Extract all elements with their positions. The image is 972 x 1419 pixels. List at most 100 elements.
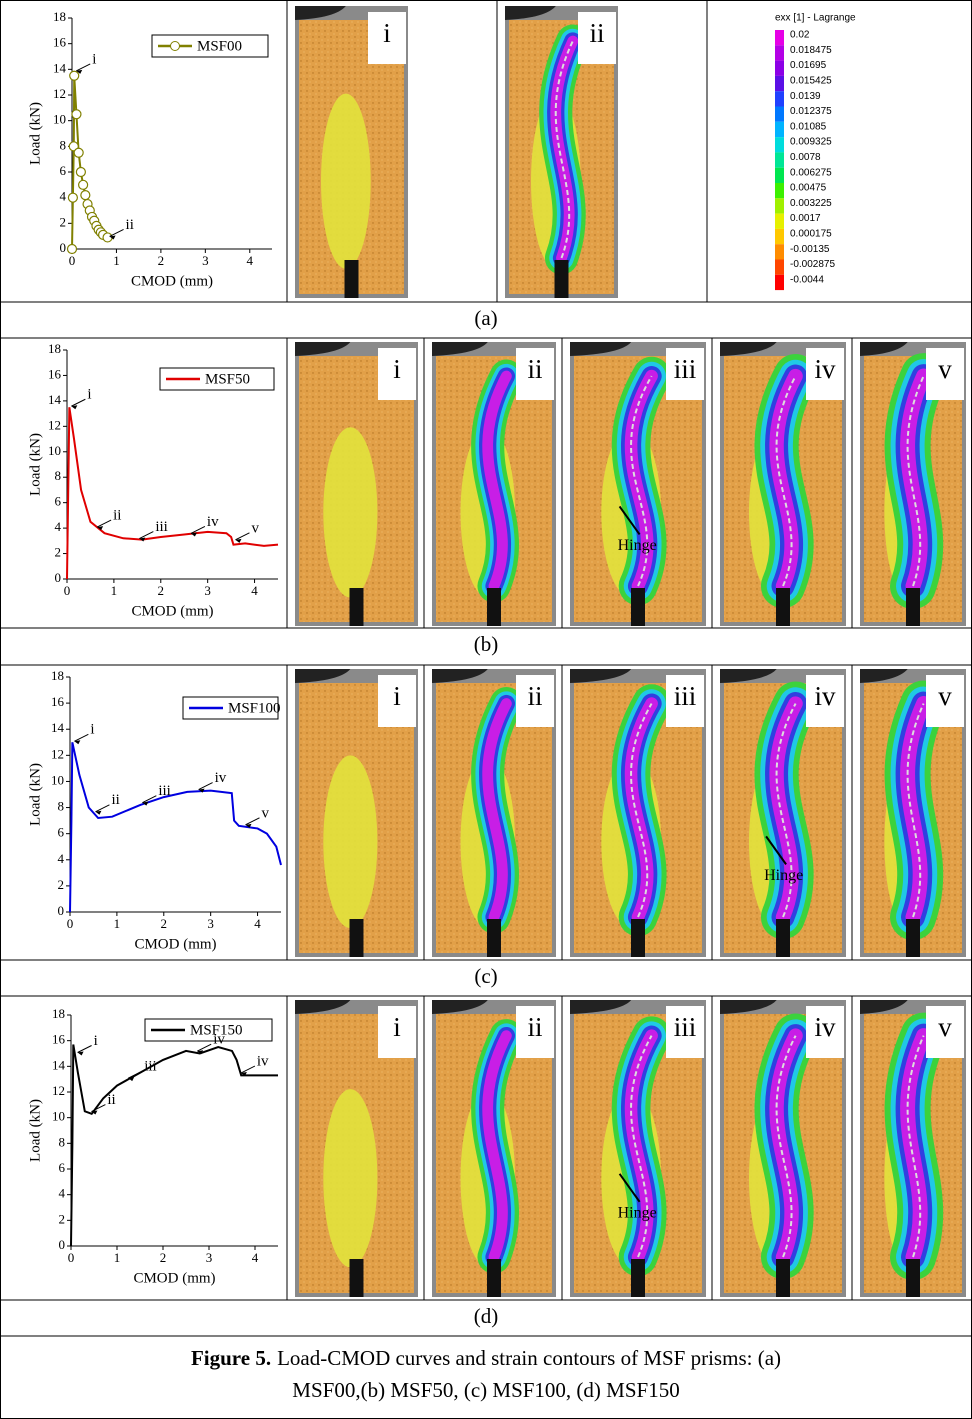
data-point xyxy=(78,179,89,190)
y-tick-label: 8 xyxy=(59,1134,66,1149)
arrow-head xyxy=(77,1051,84,1056)
notch xyxy=(349,588,364,626)
annotation-label: ii xyxy=(113,508,121,524)
x-tick-label: 4 xyxy=(247,253,254,268)
x-axis-title: CMOD (mm) xyxy=(131,273,213,289)
y-tick-label: 6 xyxy=(59,1160,66,1175)
y-tick-label: 14 xyxy=(52,1057,66,1072)
top-edge xyxy=(720,342,777,356)
notch xyxy=(631,919,645,957)
image-label: ii xyxy=(527,1012,542,1042)
label-box xyxy=(806,348,844,400)
arrow-head xyxy=(197,1050,204,1055)
strain-image: i xyxy=(295,342,418,626)
low-strain-zone xyxy=(323,1089,378,1268)
x-tick-label: 1 xyxy=(114,1250,121,1265)
label-box xyxy=(806,675,844,727)
y-tick-label: 16 xyxy=(53,35,67,50)
data-line xyxy=(70,1044,278,1247)
crack xyxy=(630,703,653,918)
label-box xyxy=(666,1006,704,1058)
y-tick-label: 4 xyxy=(58,851,65,866)
colorbar-swatch xyxy=(775,152,784,168)
y-axis-title: Load (kN) xyxy=(27,763,43,826)
y-tick-label: 16 xyxy=(52,1032,66,1047)
y-tick-label: 8 xyxy=(55,468,62,483)
notch xyxy=(631,1259,645,1297)
image-label: i xyxy=(383,18,391,48)
notch xyxy=(344,260,359,298)
image-label: i xyxy=(393,1012,401,1042)
strain-image: ii xyxy=(432,342,556,626)
data-point xyxy=(71,109,82,120)
annotation-arrow xyxy=(96,519,112,528)
annotation-label: i xyxy=(92,51,96,67)
x-tick-label: 4 xyxy=(254,916,261,931)
y-axis-title: Load (kN) xyxy=(27,102,43,165)
notch xyxy=(631,588,645,626)
colorbar-label: 0.02 xyxy=(790,30,810,41)
y-tick-label: 4 xyxy=(59,1186,66,1201)
colorbar-swatch xyxy=(775,45,784,61)
label-box xyxy=(666,348,704,400)
annotation-arrow xyxy=(77,1045,92,1053)
x-tick-label: 0 xyxy=(64,583,71,598)
notch xyxy=(349,1259,364,1297)
hinge-label: Hinge xyxy=(764,867,803,884)
caption-line: Figure 5. Load-CMOD curves and strain con… xyxy=(191,1346,781,1370)
y-tick-label: 18 xyxy=(53,9,66,24)
image-label: iii xyxy=(674,1012,697,1042)
y-tick-label: 2 xyxy=(59,1211,66,1226)
top-edge xyxy=(860,669,908,683)
crack xyxy=(906,375,925,587)
top-edge xyxy=(295,1000,351,1014)
colorbar-swatch xyxy=(775,244,784,260)
y-tick-label: 12 xyxy=(48,417,61,432)
arrow-head xyxy=(97,526,104,531)
data-point xyxy=(102,232,113,243)
data-line xyxy=(66,407,279,580)
colorbar-swatch xyxy=(775,198,784,214)
y-tick-label: 0 xyxy=(58,903,65,918)
strain-image: ii xyxy=(432,669,556,957)
x-tick-label: 4 xyxy=(251,583,258,598)
y-tick-label: 2 xyxy=(60,214,67,229)
y-tick-label: 4 xyxy=(60,189,67,204)
notch xyxy=(487,1259,501,1297)
colorbar-label: 0.0139 xyxy=(790,91,821,102)
image-label: i xyxy=(393,354,401,384)
arrow-head xyxy=(198,788,205,793)
notch xyxy=(906,1259,920,1297)
x-axis-title: CMOD (mm) xyxy=(133,1270,215,1286)
panel-label: (d) xyxy=(474,1304,499,1328)
top-edge xyxy=(860,1000,908,1014)
crack xyxy=(554,40,574,259)
colorbar-swatch xyxy=(775,183,784,199)
colorbar-title: exx [1] - Lagrange xyxy=(775,13,856,24)
colorbar-swatch xyxy=(775,259,784,275)
x-tick-label: 3 xyxy=(204,583,211,598)
annotation-arrow xyxy=(196,1043,212,1052)
annotation-arrow xyxy=(190,526,206,534)
annotation-arrow xyxy=(95,804,110,813)
x-tick-label: 1 xyxy=(113,253,120,268)
colorbar-swatch xyxy=(775,213,784,229)
annotation-label: v xyxy=(251,520,259,536)
annotation-label: i xyxy=(87,387,91,403)
colorbar-swatch xyxy=(775,75,784,92)
x-tick-label: 0 xyxy=(68,1250,75,1265)
top-edge xyxy=(860,342,908,356)
notch xyxy=(554,260,569,298)
colorbar-label: 0.0078 xyxy=(790,152,821,163)
top-edge xyxy=(570,1000,632,1014)
notch xyxy=(776,919,790,957)
legend-label: MSF50 xyxy=(205,371,250,387)
data-point xyxy=(80,190,91,201)
hinge-label: Hinge xyxy=(618,1205,657,1222)
annotation-arrow xyxy=(109,229,124,237)
hinge-arrow xyxy=(618,1173,641,1203)
colorbar-swatch xyxy=(775,167,784,183)
annotation-label: ii xyxy=(126,217,134,233)
x-tick-label: 1 xyxy=(111,583,118,598)
y-tick-label: 0 xyxy=(59,1237,66,1252)
